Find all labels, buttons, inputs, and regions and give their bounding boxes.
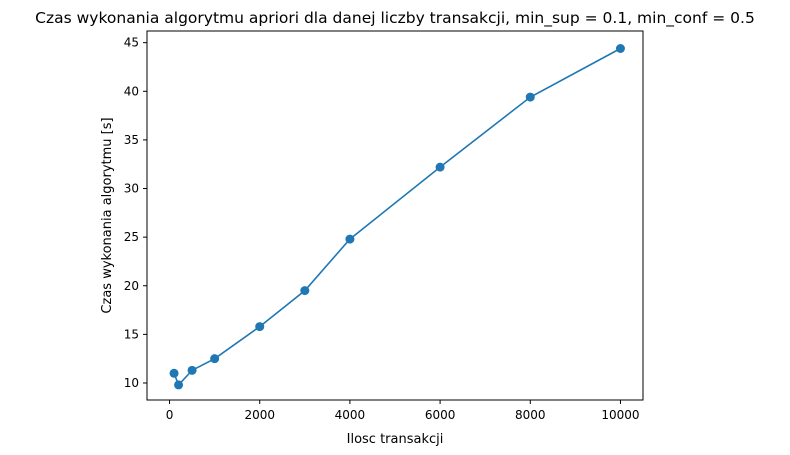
data-point (435, 162, 445, 172)
chart-title: Czas wykonania algorytmu apriori dla dan… (35, 9, 755, 28)
y-tick-label: 15 (124, 327, 139, 341)
data-point (615, 44, 625, 54)
data-point (187, 365, 197, 375)
data-point (174, 380, 184, 390)
y-tick-label: 25 (124, 230, 139, 244)
x-tick-label: 10000 (601, 408, 639, 422)
data-point (255, 322, 265, 332)
y-tick-label: 30 (124, 182, 139, 196)
y-tick-label: 40 (124, 84, 139, 98)
y-tick-label: 20 (124, 279, 139, 293)
x-axis-ticks: 0 2000 4000 6000 8000 10000 (166, 400, 640, 422)
x-tick-label: 8000 (515, 408, 546, 422)
y-tick-label: 10 (124, 376, 139, 390)
plot-frame (146, 30, 644, 401)
data-point (210, 354, 220, 364)
x-tick-label: 4000 (335, 408, 366, 422)
data-point (345, 234, 355, 244)
x-axis-label: Ilosc transakcji (347, 432, 444, 447)
series-line (173, 47, 621, 387)
x-tick-label: 0 (166, 408, 174, 422)
data-point (169, 368, 179, 378)
x-tick-label: 6000 (425, 408, 456, 422)
y-tick-label: 45 (124, 36, 139, 50)
x-tick-label: 2000 (244, 408, 275, 422)
series-layer (169, 44, 625, 390)
y-axis-ticks: 10 15 20 25 30 35 40 45 (124, 36, 147, 390)
data-point (300, 286, 310, 296)
data-point (525, 92, 535, 102)
y-tick-label: 35 (124, 133, 139, 147)
plot-area: 0 2000 4000 6000 8000 10000 10 15 20 25 30 35 40 45 (124, 30, 644, 422)
y-axis-label: Czas wykonania algorytmu [s] (100, 117, 115, 313)
